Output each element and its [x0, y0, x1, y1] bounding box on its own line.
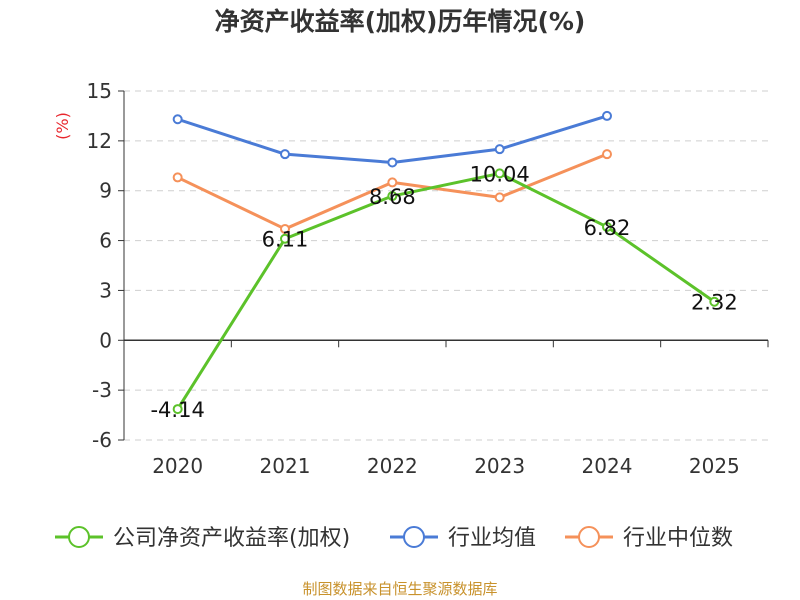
- data-point[interactable]: [387, 191, 398, 202]
- data-point[interactable]: [494, 192, 505, 203]
- chart-title: 净资产收益率(加权)历年情况(%): [215, 7, 586, 36]
- legend-item[interactable]: 行业均值: [390, 526, 536, 551]
- data-point[interactable]: [709, 296, 720, 307]
- data-point[interactable]: [280, 149, 290, 160]
- x-tick-label: 2024: [582, 454, 633, 478]
- data-label: 2.32: [691, 291, 738, 315]
- data-point[interactable]: [280, 233, 290, 244]
- data-label: 10.04: [470, 162, 530, 186]
- data-label: 6.82: [584, 216, 631, 240]
- series-layer: [172, 110, 720, 415]
- y-tick-label: 6: [99, 229, 112, 253]
- y-tick-label: -6: [92, 428, 112, 452]
- y-tick-label: -3: [92, 378, 112, 402]
- x-tick-label: 2022: [367, 454, 418, 478]
- legend-item[interactable]: 公司净资产收益率(加权): [55, 526, 350, 551]
- axes: 15 12 9 6 3 0 -3 -6 2020 2021 2022 2023 2024 2025: [87, 79, 769, 478]
- data-point[interactable]: [172, 172, 183, 183]
- x-tick-label: 2023: [474, 454, 525, 478]
- legend[interactable]: 公司净资产收益率(加权) 行业均值 行业中位数: [55, 526, 733, 551]
- data-point[interactable]: [602, 221, 612, 232]
- series-0: [172, 168, 720, 415]
- data-point[interactable]: [172, 114, 183, 125]
- data-point[interactable]: [494, 144, 505, 155]
- series-line: [177, 114, 608, 164]
- data-point[interactable]: [387, 177, 398, 188]
- data-point[interactable]: [602, 149, 612, 160]
- legend-label: 公司净资产收益率(加权): [113, 526, 350, 551]
- series-2: [172, 149, 612, 234]
- grid-lines: [124, 90, 768, 441]
- data-point[interactable]: [280, 223, 290, 234]
- legend-label: 行业中位数: [623, 526, 733, 551]
- y-tick-label: 15: [87, 79, 112, 103]
- data-point[interactable]: [387, 157, 398, 168]
- x-tick-label: 2020: [152, 454, 203, 478]
- x-tick-label: 2025: [689, 454, 740, 478]
- data-point[interactable]: [602, 110, 612, 121]
- data-labels: -4.14 6.11 8.68 10.04 6.82 2.32: [150, 162, 737, 422]
- y-tick-label: 3: [99, 278, 112, 302]
- x-tick-label: 2021: [260, 454, 311, 478]
- data-point[interactable]: [172, 404, 183, 415]
- data-label: 8.68: [369, 185, 416, 209]
- legend-marker: [578, 526, 600, 548]
- data-point[interactable]: [494, 168, 505, 179]
- data-label: -4.14: [150, 398, 204, 422]
- series-1: [172, 110, 612, 168]
- legend-marker: [68, 526, 90, 548]
- legend-marker: [403, 526, 425, 548]
- y-tick-label: 0: [99, 328, 112, 352]
- series-line: [176, 171, 716, 410]
- y-tick-label: 12: [87, 129, 112, 153]
- y-axis-label: (%): [53, 112, 72, 140]
- y-tick-label: 9: [99, 179, 112, 203]
- legend-item[interactable]: 行业中位数: [565, 526, 733, 551]
- source-note: 制图数据来自恒生聚源数据库: [302, 580, 497, 598]
- data-label: 6.11: [262, 228, 309, 252]
- legend-label: 行业均值: [448, 526, 536, 551]
